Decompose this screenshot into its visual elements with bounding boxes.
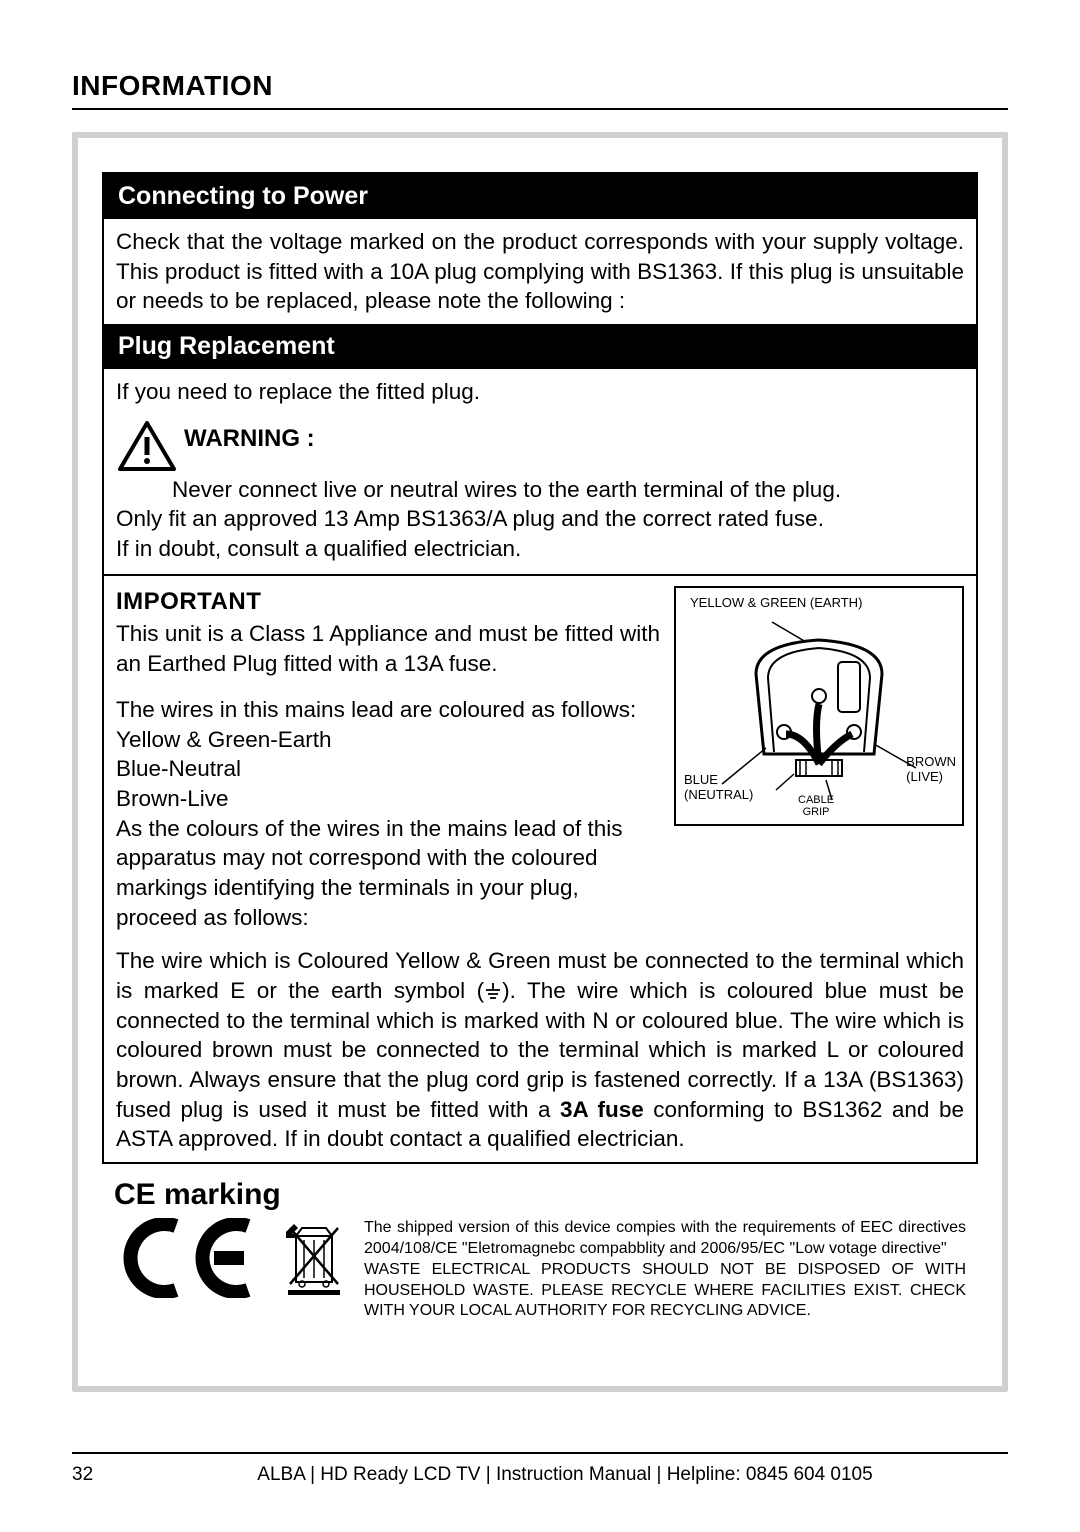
content-outer-box: Connecting to Power Check that the volta…: [72, 132, 1008, 1392]
important-wire-intro: The wires in this mains lead are coloure…: [116, 695, 660, 725]
important-heading: IMPORTANT: [116, 586, 660, 618]
content-inner-box: Connecting to Power Check that the volta…: [102, 172, 978, 1164]
ce-mark-icon: [114, 1218, 264, 1298]
important-wire3: Brown-Live: [116, 784, 660, 814]
earth-symbol-icon: [484, 982, 502, 1000]
ce-text2: WASTE ELECTRICAL PRODUCTS SHOULD NOT BE …: [364, 1260, 966, 1322]
footer-text: ALBA | HD Ready LCD TV | Instruction Man…: [122, 1464, 1008, 1486]
ce-text-block: The shipped version of this device compi…: [364, 1218, 966, 1322]
warning-line2: Only fit an approved 13 Amp BS1363/A plu…: [116, 506, 824, 531]
ce-text1: The shipped version of this device compi…: [364, 1218, 966, 1260]
ce-heading: CE marking: [114, 1178, 966, 1212]
warning-line1: Never connect live or neutral wires to t…: [172, 477, 841, 502]
important-para1: This unit is a Class 1 Appliance and mus…: [116, 619, 660, 678]
warning-heading: WARNING :: [178, 419, 315, 453]
important-para3: The wire which is Coloured Yellow & Gree…: [104, 932, 976, 1162]
ce-section: CE marking: [102, 1164, 978, 1332]
section-header-connecting: Connecting to Power: [104, 174, 976, 219]
connecting-body: Check that the voltage marked on the pro…: [104, 219, 976, 324]
important-para3-bold: 3A fuse: [560, 1097, 644, 1122]
important-wire2: Blue-Neutral: [116, 754, 660, 784]
warning-line3: If in doubt, consult a qualified electri…: [116, 536, 521, 561]
warning-block: WARNING : Never connect live or neutral …: [104, 411, 976, 574]
important-para2-cont: As the colours of the wires in the mains…: [116, 814, 660, 933]
manual-page: INFORMATION Connecting to Power Check th…: [0, 0, 1080, 1532]
page-footer: 32 ALBA | HD Ready LCD TV | Instruction …: [72, 1452, 1008, 1486]
plug-diagram: YELLOW & GREEN (EARTH): [674, 586, 964, 826]
weee-bin-icon: [284, 1218, 344, 1296]
important-wire1: Yellow & Green-Earth: [116, 725, 660, 755]
page-title: INFORMATION: [72, 70, 1008, 110]
plug-intro: If you need to replace the fitted plug.: [104, 369, 976, 411]
section-header-plug: Plug Replacement: [104, 324, 976, 369]
warning-text: Never connect live or neutral wires to t…: [104, 475, 976, 574]
important-section: IMPORTANT This unit is a Class 1 Applian…: [104, 576, 976, 933]
footer-page-number: 32: [72, 1464, 122, 1486]
warning-triangle-icon: [116, 419, 178, 475]
